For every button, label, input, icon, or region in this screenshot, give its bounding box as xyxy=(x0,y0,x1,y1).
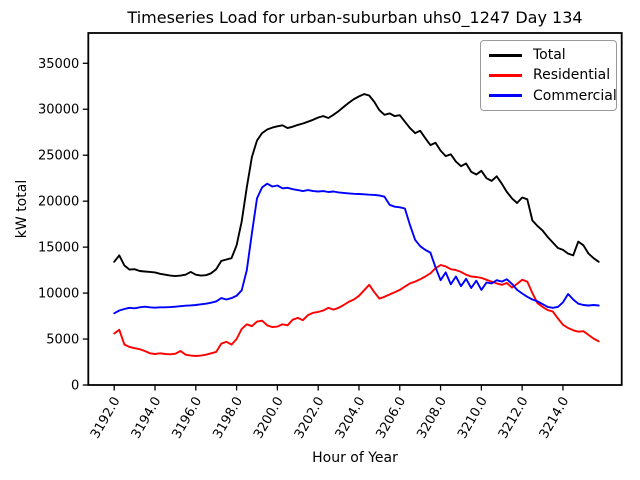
x-tick-label: 3200.0 xyxy=(251,395,287,442)
residential-line-swatch xyxy=(489,73,522,77)
x-tick-label: 3212.0 xyxy=(496,395,532,442)
x-tick-label: 3192.0 xyxy=(88,395,124,442)
x-tick-label: 3194.0 xyxy=(129,395,165,442)
x-tick-label: 3196.0 xyxy=(170,395,206,442)
series-commercial-line xyxy=(113,182,600,315)
legend: Total Residential Commercial xyxy=(480,40,617,111)
total-line-swatch xyxy=(489,53,522,57)
chart-title: Timeseries Load for urban-suburban uhs0_… xyxy=(126,8,582,28)
x-tick-label: 3214.0 xyxy=(537,395,573,442)
y-tick-label: 30000 xyxy=(38,103,79,118)
y-tick-label: 35000 xyxy=(38,57,79,72)
legend-item-residential: Residential xyxy=(489,67,611,84)
commercial-line-swatch xyxy=(489,94,522,98)
y-tick-label: 25000 xyxy=(38,149,79,164)
plot-area-border xyxy=(87,32,623,386)
y-tick-label: 10000 xyxy=(38,287,79,302)
x-tick-label: 3206.0 xyxy=(373,395,409,442)
x-axis-label: Hour of Year xyxy=(312,450,398,466)
legend-label-total: Total xyxy=(533,47,566,64)
y-tick-label: 0 xyxy=(71,379,79,394)
legend-label-residential: Residential xyxy=(533,67,611,84)
series-residential-line xyxy=(113,264,600,357)
y-tick-label: 15000 xyxy=(38,241,79,256)
legend-item-total: Total xyxy=(489,48,608,62)
series-total-line xyxy=(113,93,600,278)
series-lines xyxy=(113,93,600,357)
y-tick-label: 20000 xyxy=(38,195,79,210)
y-tick-label: 5000 xyxy=(46,333,79,348)
x-tick-label: 3202.0 xyxy=(292,395,328,442)
y-axis-label: kW total xyxy=(14,180,30,238)
axis-ticks: 3192.0 3194.0 3196.0 3198.0 3200.0 3202.0 3204… xyxy=(38,57,572,442)
legend-item-commercial: Commercial xyxy=(489,89,617,103)
x-tick-label: 3204.0 xyxy=(333,395,369,442)
legend-label-commercial: Commercial xyxy=(533,87,617,104)
x-tick-label: 3210.0 xyxy=(455,394,491,441)
x-tick-label: 3198.0 xyxy=(210,395,246,442)
x-tick-label: 3208.0 xyxy=(414,395,450,442)
